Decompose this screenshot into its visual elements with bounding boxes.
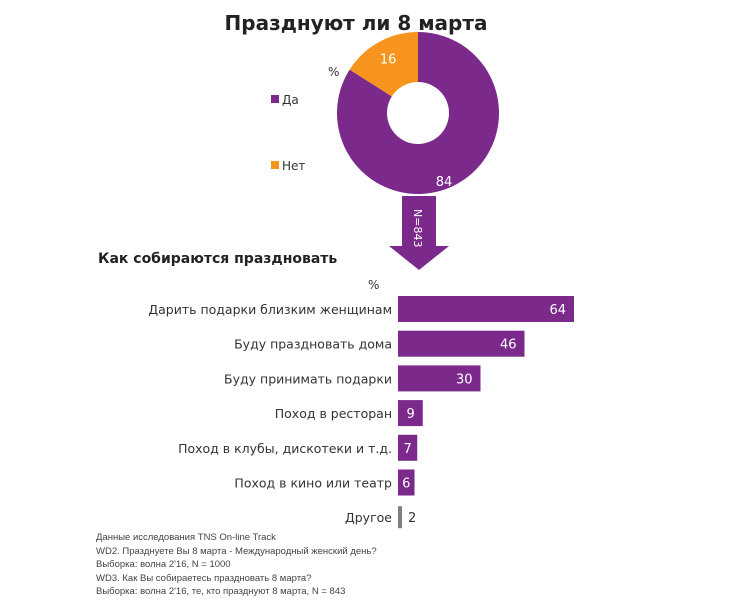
bar-chart: Дарить подарки близким женщинам 64 Буду пр… bbox=[148, 296, 574, 529]
bar-category-label: Другое bbox=[345, 510, 392, 525]
bar-value-label: 46 bbox=[500, 338, 517, 353]
bar-chart-title: Как собираются праздновать bbox=[98, 251, 337, 267]
bar bbox=[398, 400, 423, 427]
bar-value-label: 9 bbox=[406, 407, 414, 422]
legend-swatch bbox=[271, 95, 279, 103]
bar bbox=[398, 330, 525, 357]
donut-slice-2 bbox=[349, 32, 418, 97]
bar-category-label: Поход в ресторан bbox=[275, 406, 392, 421]
legend-label: Нет bbox=[282, 159, 305, 173]
donut-chart: 84 16 bbox=[336, 32, 500, 194]
footnote: Выборка: волна 2'16, N = 1000 bbox=[96, 559, 231, 570]
footnote: Данные исследования TNS On-line Track bbox=[96, 532, 276, 543]
donut-value-label: 16 bbox=[380, 53, 397, 68]
bar-value-label: 64 bbox=[549, 303, 566, 318]
bar-value-label: 2 bbox=[408, 511, 416, 526]
sample-size-label: N=843 bbox=[411, 209, 424, 247]
donut-legend: Да Нет bbox=[271, 93, 305, 173]
bar-category-label: Поход в кино или театр bbox=[234, 476, 392, 491]
donut-title: Празднуют ли 8 марта bbox=[225, 11, 488, 35]
bar-value-label: 6 bbox=[402, 477, 410, 492]
legend-label: Да bbox=[282, 93, 299, 107]
bar bbox=[398, 506, 402, 529]
footnote: WD3. Как Вы собираетесь праздновать 8 ма… bbox=[96, 572, 312, 584]
arrow-down-icon bbox=[389, 196, 449, 270]
bar-value-label: 30 bbox=[456, 372, 473, 387]
donut-unit-label: % bbox=[328, 65, 339, 79]
bar bbox=[398, 365, 481, 392]
donut-slice-1 bbox=[336, 32, 500, 194]
bar-category-label: Поход в клубы, дискотеки и т.д. bbox=[178, 441, 392, 456]
bar-value-label: 7 bbox=[403, 442, 411, 457]
legend-swatch bbox=[271, 161, 279, 169]
donut-value-label: 84 bbox=[436, 175, 453, 190]
footnote: Выборка: волна 2'16, те, кто празднуют 8… bbox=[96, 586, 346, 597]
footnotes: Данные исследования TNS On-line Track WD… bbox=[96, 531, 377, 599]
bar-category-label: Буду принимать подарки bbox=[224, 371, 392, 386]
bar-unit-label: % bbox=[368, 278, 379, 292]
bar bbox=[398, 434, 418, 461]
bar-category-label: Буду праздновать дома bbox=[234, 337, 392, 352]
bar-category-label: Дарить подарки близким женщинам bbox=[148, 302, 392, 317]
bar bbox=[398, 296, 574, 322]
bar bbox=[398, 469, 415, 496]
footnote: WD2. Празднуете Вы 8 марта - Международн… bbox=[96, 545, 377, 557]
